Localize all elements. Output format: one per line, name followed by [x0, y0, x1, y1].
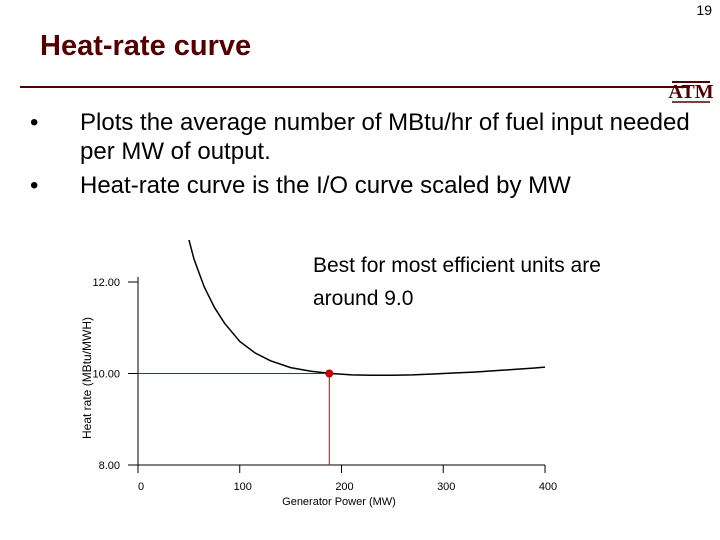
- title-divider: [20, 86, 690, 88]
- optimal-point-marker: [325, 369, 334, 378]
- bullet-text: Heat-rate curve is the I/O curve scaled …: [80, 172, 571, 199]
- university-logo: ATM: [668, 81, 714, 103]
- x-tick-label: 100: [234, 481, 252, 493]
- x-axis-label: Generator Power (MW): [282, 496, 396, 508]
- bullet-list: • Plots the average number of MBtu/hr of…: [30, 108, 690, 205]
- y-tick-label: 10.00: [92, 369, 120, 381]
- bullet-marker: •: [30, 172, 39, 199]
- annotation-line-1: Best for most efficient units are: [313, 254, 601, 277]
- heat-rate-chart: Heat rate (MBtu/MWH) Generator Power (MW…: [80, 240, 601, 508]
- x-tick-label: 200: [335, 481, 353, 493]
- slide-title: Heat-rate curve: [40, 30, 252, 62]
- bullet-item: • Plots the average number of MBtu/hr of…: [30, 108, 690, 166]
- annotation-line-2: around 9.0: [313, 287, 413, 310]
- x-tick-label: 0: [138, 481, 144, 493]
- x-tick-label: 400: [539, 481, 557, 493]
- logo-text: ATM: [668, 81, 713, 103]
- bullet-item: • Heat-rate curve is the I/O curve scale…: [30, 171, 690, 200]
- bullet-text: Plots the average number of MBtu/hr of f…: [80, 109, 690, 165]
- y-tick-label: 8.00: [99, 460, 120, 472]
- slide-number: 19: [696, 2, 712, 18]
- bullet-marker: •: [30, 109, 39, 136]
- x-tick-label: 300: [437, 481, 455, 493]
- y-tick-label: 12.00: [92, 277, 120, 289]
- y-axis-label: Heat rate (MBtu/MWH): [80, 317, 94, 439]
- heat-rate-curve-line: [188, 240, 546, 377]
